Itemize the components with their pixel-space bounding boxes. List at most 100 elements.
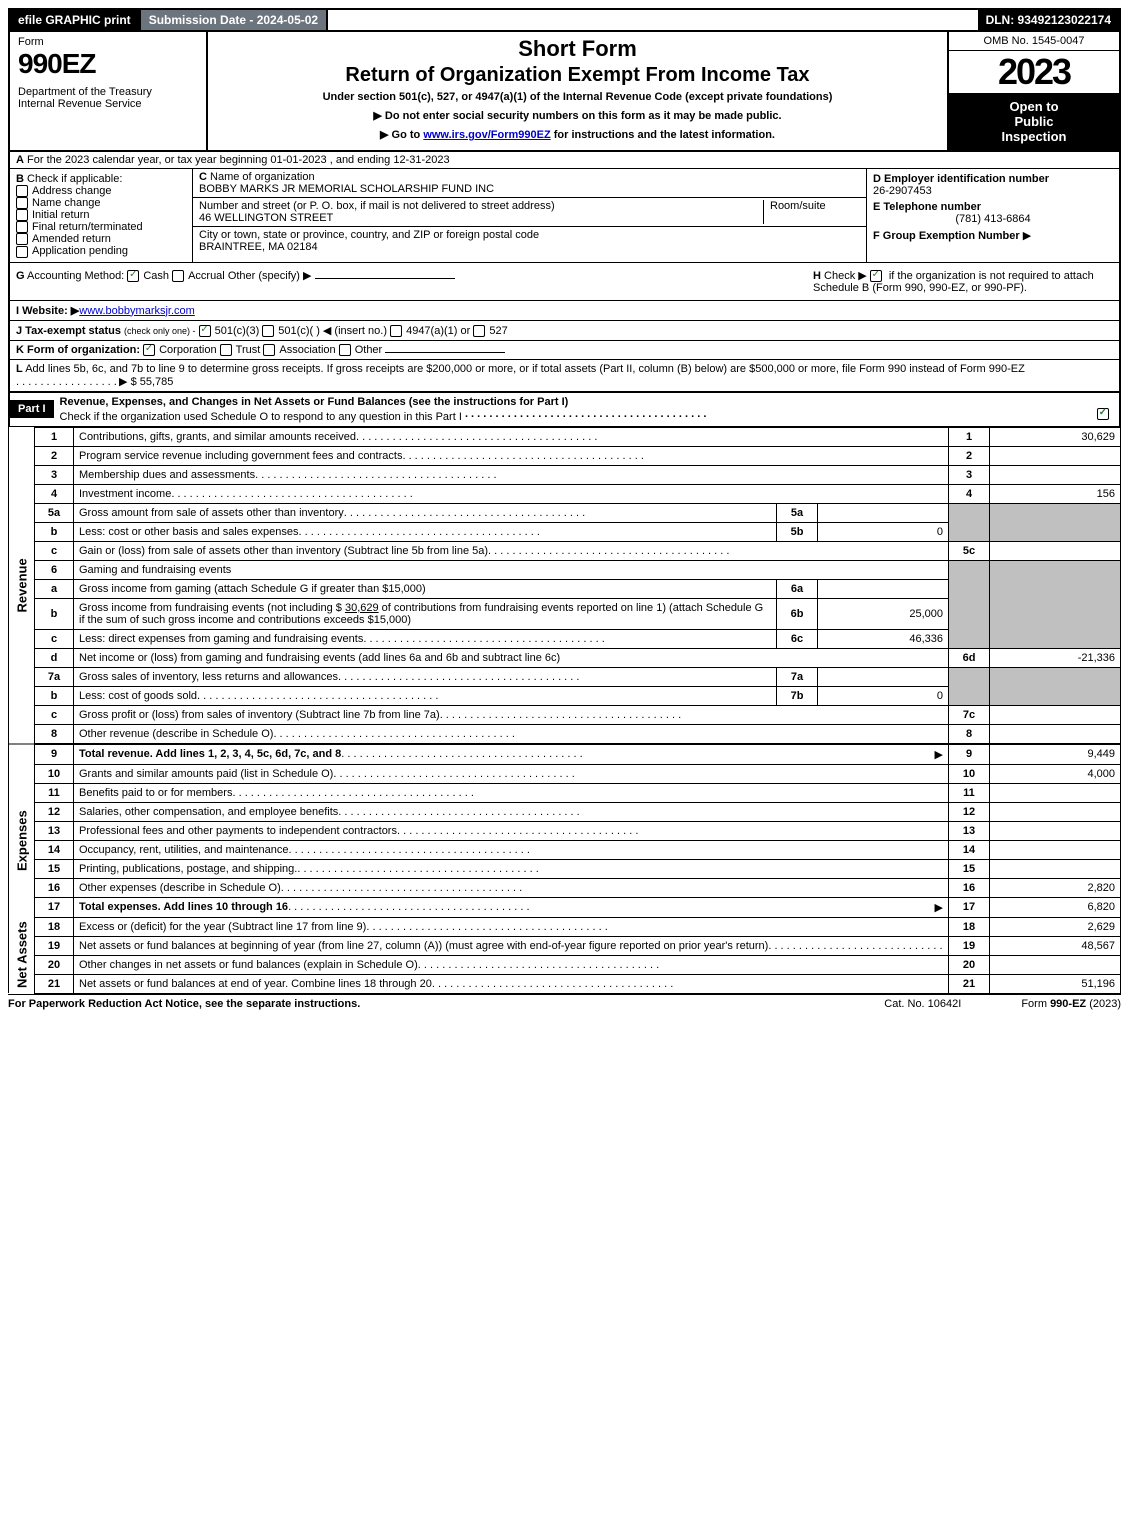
tax-year: 2023 — [949, 51, 1119, 93]
checkbox-accrual[interactable] — [172, 270, 184, 282]
line-6: 6Gaming and fundraising events — [9, 560, 1121, 579]
line-5a: 5aGross amount from sale of assets other… — [9, 503, 1121, 522]
org-name: BOBBY MARKS JR MEMORIAL SCHOLARSHIP FUND… — [199, 183, 494, 195]
row-i: I Website: ▶www.bobbymarksjr.com — [8, 300, 1121, 320]
col-c: C Name of organization BOBBY MARKS JR ME… — [193, 169, 867, 262]
checkbox-501c[interactable] — [262, 325, 274, 337]
checkbox-assoc[interactable] — [263, 344, 275, 356]
header-left: Form 990EZ Department of the TreasuryInt… — [10, 32, 208, 150]
header-center: Short Form Return of Organization Exempt… — [208, 32, 947, 150]
irs-link[interactable]: www.irs.gov/Form990EZ — [423, 129, 550, 141]
row-j: J Tax-exempt status (check only one) - 5… — [8, 320, 1121, 340]
val-18: 2,629 — [990, 917, 1121, 936]
checkbox-address-change[interactable] — [16, 185, 28, 197]
footer-right: Form 990-EZ (2023) — [1021, 998, 1121, 1010]
val-9: 9,449 — [990, 744, 1121, 765]
inst-goto: ▶ Go to www.irs.gov/Form990EZ for instru… — [216, 128, 939, 141]
line-21: 21Net assets or fund balances at end of … — [9, 974, 1121, 993]
val-6d: -21,336 — [990, 648, 1121, 667]
line-13: 13Professional fees and other payments t… — [9, 821, 1121, 840]
part1-header: Part I Revenue, Expenses, and Changes in… — [8, 393, 1121, 427]
checkbox-527[interactable] — [473, 325, 485, 337]
checkbox-4947[interactable] — [390, 325, 402, 337]
inst-ssn: ▶ Do not enter social security numbers o… — [216, 109, 939, 122]
val-21: 51,196 — [990, 974, 1121, 993]
checkbox-schedule-o[interactable] — [1097, 408, 1109, 420]
line-9: 9Total revenue. Add lines 1, 2, 3, 4, 5c… — [9, 744, 1121, 765]
val-19: 48,567 — [990, 936, 1121, 955]
line-14: 14Occupancy, rent, utilities, and mainte… — [9, 840, 1121, 859]
line-15: 15Printing, publications, postage, and s… — [9, 859, 1121, 878]
title-return: Return of Organization Exempt From Incom… — [216, 64, 939, 87]
phone: (781) 413-6864 — [873, 213, 1113, 225]
checkbox-pending[interactable] — [16, 246, 28, 258]
checkbox-501c3[interactable] — [199, 325, 211, 337]
row-k: K Form of organization: Corporation Trus… — [8, 340, 1121, 359]
line-5c: cGain or (loss) from sale of assets othe… — [9, 541, 1121, 560]
checkbox-name-change[interactable] — [16, 197, 28, 209]
val-10: 4,000 — [990, 764, 1121, 783]
line-4: 4Investment income 4156 — [9, 484, 1121, 503]
dln: DLN: 93492123022174 — [978, 10, 1119, 30]
line-7c: cGross profit or (loss) from sales of in… — [9, 705, 1121, 724]
line-8: 8Other revenue (describe in Schedule O) … — [9, 724, 1121, 744]
submission-date: Submission Date - 2024-05-02 — [141, 10, 328, 30]
line-20: 20Other changes in net assets or fund ba… — [9, 955, 1121, 974]
line-7a: 7aGross sales of inventory, less returns… — [9, 667, 1121, 686]
checkbox-initial-return[interactable] — [16, 209, 28, 221]
val-6b: 25,000 — [818, 598, 949, 629]
form-header: Form 990EZ Department of the TreasuryInt… — [8, 32, 1121, 152]
line-11: 11Benefits paid to or for members11 — [9, 783, 1121, 802]
line-16: 16Other expenses (describe in Schedule O… — [9, 878, 1121, 897]
val-7b: 0 — [818, 686, 949, 705]
website-link[interactable]: www.bobbymarksjr.com — [79, 305, 195, 317]
val-1: 30,629 — [990, 427, 1121, 446]
col-g: G Accounting Method: Cash Accrual Other … — [10, 263, 807, 300]
gross-receipts: $ 55,785 — [131, 376, 174, 388]
col-h: H Check ▶ if the organization is not req… — [807, 263, 1119, 300]
department: Department of the TreasuryInternal Reven… — [18, 86, 198, 110]
val-6c: 46,336 — [818, 629, 949, 648]
checkbox-trust[interactable] — [220, 344, 232, 356]
footer-catno: Cat. No. 10642I — [884, 998, 961, 1010]
line-19: 19Net assets or fund balances at beginni… — [9, 936, 1121, 955]
row-a: A For the 2023 calendar year, or tax yea… — [8, 152, 1121, 169]
expenses-label: Expenses — [9, 764, 35, 917]
line-12: 12Salaries, other compensation, and empl… — [9, 802, 1121, 821]
checkbox-final-return[interactable] — [16, 221, 28, 233]
col-def: D Employer identification number 26-2907… — [867, 169, 1119, 262]
val-5b: 0 — [818, 522, 949, 541]
top-bar: efile GRAPHIC print Submission Date - 20… — [8, 8, 1121, 32]
val-17: 6,820 — [990, 897, 1121, 917]
form-label: Form — [18, 36, 198, 48]
revenue-label: Revenue — [9, 427, 35, 744]
under-section: Under section 501(c), 527, or 4947(a)(1)… — [216, 91, 939, 103]
footer: For Paperwork Reduction Act Notice, see … — [8, 994, 1121, 1013]
checkbox-corp[interactable] — [143, 344, 155, 356]
checkbox-other-org[interactable] — [339, 344, 351, 356]
val-16: 2,820 — [990, 878, 1121, 897]
open-to-public: Open toPublicInspection — [949, 93, 1119, 150]
line-10: Expenses 10Grants and similar amounts pa… — [9, 764, 1121, 783]
title-short-form: Short Form — [216, 36, 939, 62]
header-right: OMB No. 1545-0047 2023 Open toPublicInsp… — [947, 32, 1119, 150]
row-l: L Add lines 5b, 6c, and 7b to line 9 to … — [8, 359, 1121, 393]
ein: 26-2907453 — [873, 185, 1113, 197]
omb-number: OMB No. 1545-0047 — [949, 32, 1119, 51]
line-17: 17Total expenses. Add lines 10 through 1… — [9, 897, 1121, 917]
col-b: B Check if applicable: Address change Na… — [10, 169, 193, 262]
line-1: Revenue 1 Contributions, gifts, grants, … — [9, 427, 1121, 446]
org-city: BRAINTREE, MA 02184 — [199, 241, 318, 253]
line-18: Net Assets 18Excess or (deficit) for the… — [9, 917, 1121, 936]
checkbox-amended[interactable] — [16, 233, 28, 245]
line-6d: dNet income or (loss) from gaming and fu… — [9, 648, 1121, 667]
footer-left: For Paperwork Reduction Act Notice, see … — [8, 998, 824, 1010]
line-2: 2Program service revenue including gover… — [9, 446, 1121, 465]
checkbox-cash[interactable] — [127, 270, 139, 282]
gh-block: G Accounting Method: Cash Accrual Other … — [8, 263, 1121, 300]
netassets-label: Net Assets — [9, 917, 35, 993]
val-6b-inline: 30,629 — [345, 602, 379, 614]
efile-print[interactable]: efile GRAPHIC print — [10, 10, 141, 30]
checkbox-h[interactable] — [870, 270, 882, 282]
form-number: 990EZ — [18, 48, 198, 80]
